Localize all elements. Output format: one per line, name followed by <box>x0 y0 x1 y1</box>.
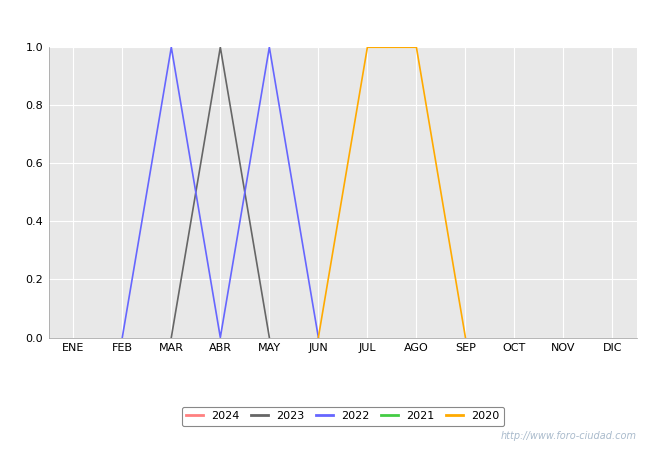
Legend: 2024, 2023, 2022, 2021, 2020: 2024, 2023, 2022, 2021, 2020 <box>181 407 504 426</box>
Text: Matriculaciones de Vehiculos en La Rinconada de la Sierra: Matriculaciones de Vehiculos en La Rinco… <box>111 12 539 27</box>
Text: http://www.foro-ciudad.com: http://www.foro-ciudad.com <box>501 431 637 441</box>
